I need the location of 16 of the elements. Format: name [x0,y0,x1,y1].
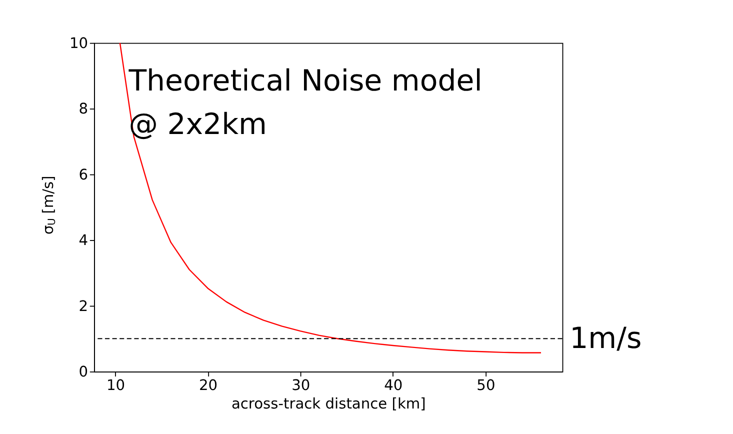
y-tick-label: 2 [78,298,88,315]
line-series [119,42,542,354]
x-tick-label: 40 [384,377,403,394]
y-tick-label: 6 [78,166,88,184]
ref-line-label: 1m/s [570,320,642,355]
y-tick-label: 10 [70,34,88,52]
y-tick-label: 4 [78,232,88,250]
annotation: Theoretical Noise model [128,63,482,98]
x-tick-label: 10 [106,377,126,394]
y-tick-label: 8 [78,100,88,118]
x-axis-title: across-track distance [km] [231,395,426,412]
x-tick-label: 30 [292,377,310,394]
x-tick-label: 50 [476,377,496,394]
y-tick-label: 0 [78,364,88,381]
x-tick-label: 20 [199,377,218,394]
y-axis-title: σU [m/s] [40,176,58,235]
